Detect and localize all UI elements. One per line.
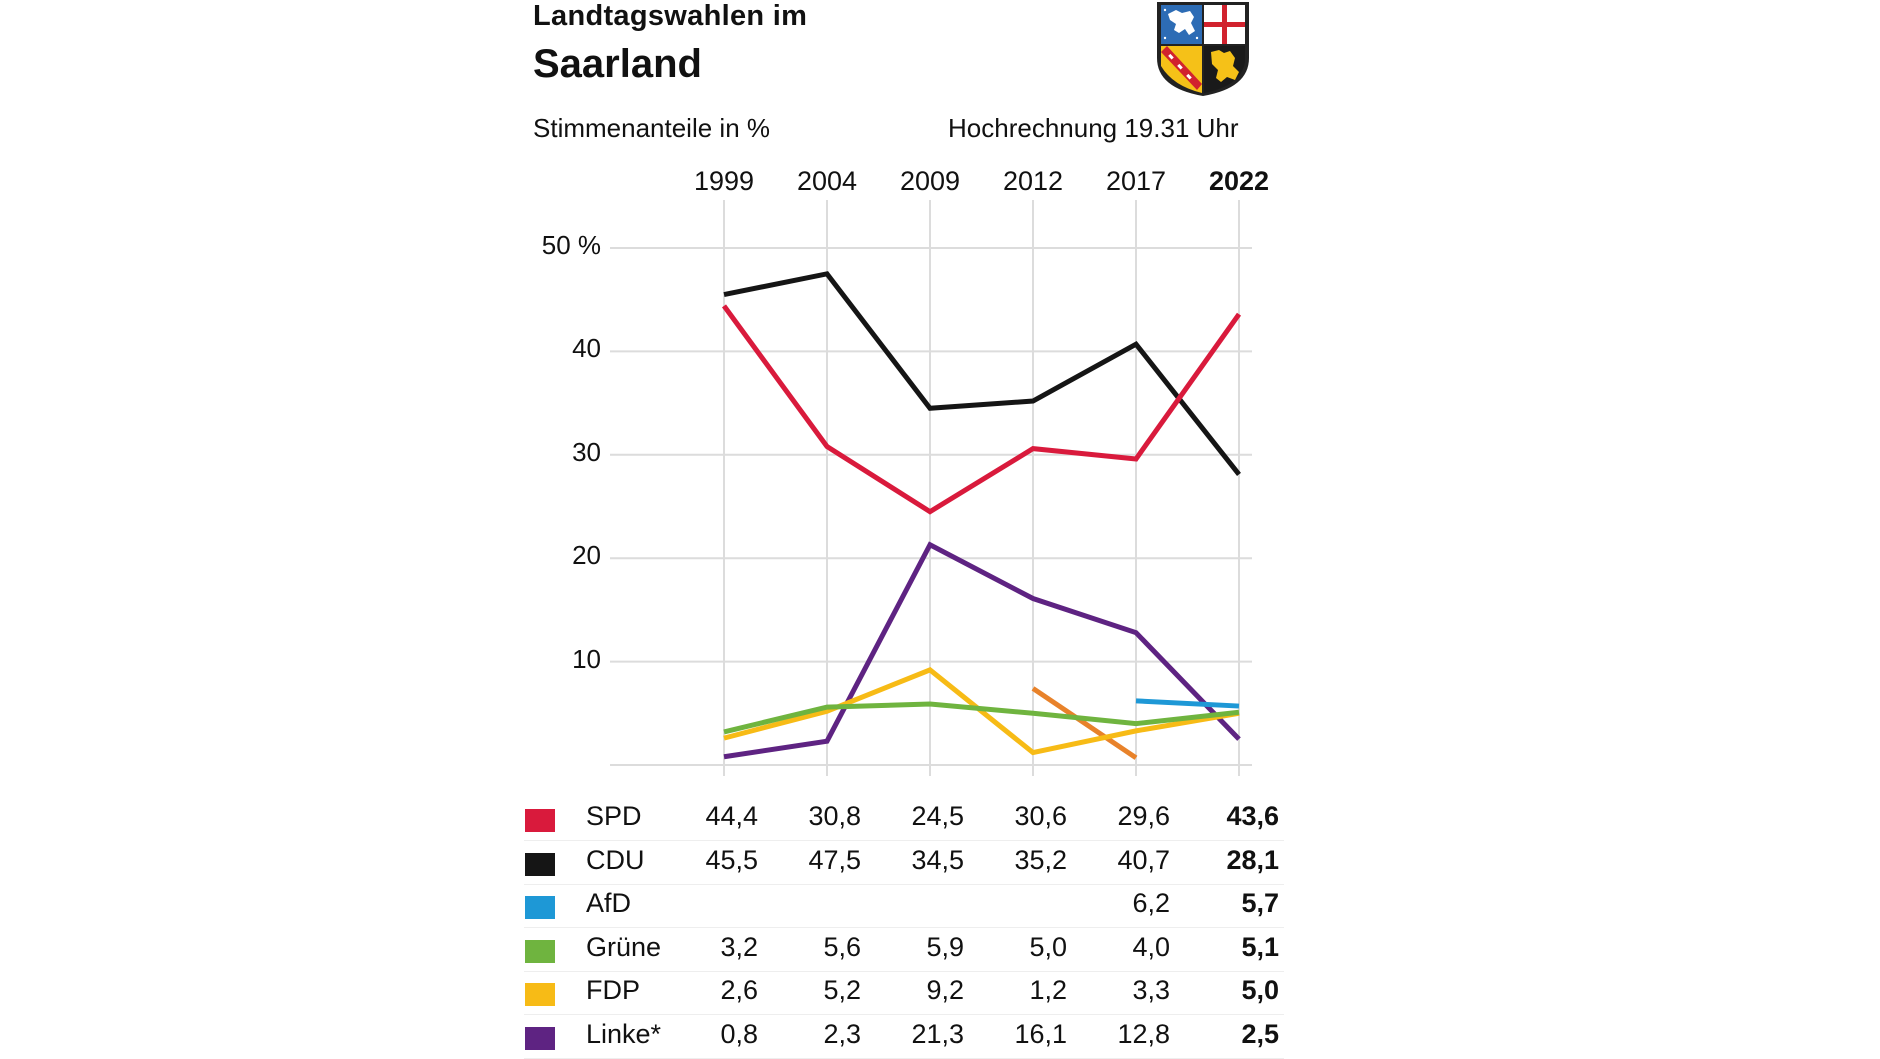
- value-cell: 6,2: [1132, 888, 1170, 918]
- y-tick-label: 40: [572, 333, 601, 364]
- value-cell: 47,5: [808, 844, 861, 875]
- series-line-fdp: [723, 667, 1240, 756]
- legend-swatch-afd: [525, 896, 555, 919]
- chart-title-line1: Landtagswahlen im: [533, 0, 808, 32]
- projection-time-note: Hochrechnung 19.31 Uhr: [948, 113, 1239, 143]
- y-tick-label: 30: [572, 436, 601, 467]
- party-name: CDU: [586, 844, 645, 875]
- value-cell: 35,2: [1014, 844, 1067, 875]
- value-cell-current: 5,7: [1241, 888, 1279, 918]
- table-row-gruene: Grüne 3,2 5,6 5,9 5,0 4,0 5,1: [524, 928, 1284, 972]
- value-cell-current: 2,5: [1241, 1018, 1279, 1049]
- party-name: FDP: [586, 975, 640, 1005]
- x-tick-label: 2004: [796, 166, 858, 196]
- series-line-grne: [723, 701, 1240, 735]
- chart-grid: [610, 200, 1252, 776]
- legend-swatch-gruene: [525, 939, 555, 963]
- value-cell: 24,5: [911, 801, 964, 831]
- value-cell: 29,6: [1117, 801, 1170, 831]
- table-row-cdu: CDU 45,5 47,5 34,5 35,2 40,7 28,1: [524, 841, 1284, 885]
- value-cell: 1,2: [1029, 975, 1067, 1005]
- value-cell: 5,2: [823, 975, 861, 1005]
- value-cell: 45,5: [705, 844, 758, 875]
- series-line-afd: [1135, 698, 1240, 709]
- x-tick-label: 2012: [1002, 166, 1064, 196]
- party-name: SPD: [586, 801, 642, 831]
- value-cell: 5,0: [1029, 931, 1067, 962]
- x-tick-label: 2017: [1105, 166, 1167, 196]
- chart-subtitle: Stimmenanteile in %: [533, 113, 770, 143]
- chart-series-lines: [721, 271, 1242, 760]
- value-cell-current: 5,1: [1241, 931, 1279, 962]
- value-cell: 9,2: [926, 975, 964, 1005]
- series-line-spd: [721, 304, 1242, 515]
- party-name: Linke*: [586, 1018, 662, 1049]
- party-name: AfD: [586, 888, 632, 918]
- value-cell: 5,6: [823, 931, 861, 962]
- legend-swatch-fdp: [525, 983, 555, 1006]
- table-row-afd: AfD 6,2 5,7: [524, 884, 1284, 928]
- value-cell: 2,3: [823, 1018, 861, 1049]
- value-cell: 21,3: [911, 1018, 964, 1049]
- value-cell: 34,5: [911, 844, 964, 875]
- series-line-piraten: [1031, 686, 1138, 760]
- legend-swatch-linke: [525, 1026, 555, 1050]
- table-row-linke: Linke* 0,8 2,3 21,3 16,1 12,8 2,5: [524, 1015, 1284, 1059]
- value-cell-current: 5,0: [1241, 975, 1279, 1005]
- x-tick-label-current: 2022: [1208, 166, 1270, 196]
- party-name: Grüne: [586, 931, 662, 962]
- value-cell-current: 28,1: [1226, 844, 1279, 875]
- y-tick-label: 20: [572, 540, 601, 571]
- value-cell: 4,0: [1132, 931, 1170, 962]
- table-row-fdp: FDP 2,6 5,2 9,2 1,2 3,3 5,0: [524, 971, 1284, 1015]
- saarland-coat-of-arms-icon: [1157, 2, 1249, 96]
- value-cell: 30,8: [808, 801, 861, 831]
- y-tick-label: 50 %: [541, 230, 601, 260]
- value-cell: 3,3: [1132, 975, 1170, 1005]
- value-cell: 16,1: [1014, 1018, 1067, 1049]
- value-cell: 0,8: [720, 1018, 758, 1049]
- chart-title-state: Saarland: [533, 42, 702, 86]
- value-cell: 44,4: [705, 801, 758, 831]
- x-tick-label: 2009: [899, 166, 961, 196]
- table-row-spd: SPD 44,4 30,8 24,5 30,6 29,6 43,6: [524, 797, 1284, 841]
- value-cell-current: 43,6: [1226, 801, 1279, 831]
- value-cell: 5,9: [926, 931, 964, 962]
- y-tick-label: 10: [572, 643, 601, 674]
- series-line-cdu: [723, 271, 1241, 476]
- value-cell: 2,6: [720, 975, 758, 1005]
- value-cell: 12,8: [1117, 1018, 1170, 1049]
- value-cell: 40,7: [1117, 844, 1170, 875]
- series-line-linke: [723, 541, 1241, 760]
- value-cell: 3,2: [720, 931, 758, 962]
- legend-swatch-spd: [525, 809, 555, 832]
- value-cell: 30,6: [1014, 801, 1067, 831]
- x-tick-label: 1999: [693, 166, 755, 196]
- legend-swatch-cdu: [525, 852, 555, 876]
